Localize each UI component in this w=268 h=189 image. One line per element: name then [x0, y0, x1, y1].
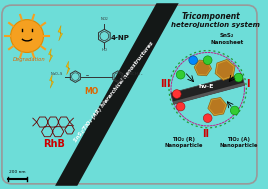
Circle shape [176, 102, 185, 111]
Circle shape [176, 70, 185, 79]
Polygon shape [217, 61, 233, 79]
Text: TiO₂ (R)
Nanoparticle: TiO₂ (R) Nanoparticle [164, 137, 203, 148]
Polygon shape [209, 99, 225, 114]
Text: II: II [202, 129, 209, 139]
Polygon shape [58, 26, 63, 41]
Text: MO: MO [85, 87, 99, 96]
Text: SnS₂/TiO₂ (AR) hierarchical nanostructures: SnS₂/TiO₂ (AR) hierarchical nanostructur… [73, 41, 155, 143]
Text: Degradation: Degradation [13, 57, 45, 62]
Polygon shape [171, 74, 245, 104]
Polygon shape [215, 59, 235, 80]
Text: TiO₂ (A)
Nanoparticle: TiO₂ (A) Nanoparticle [219, 137, 258, 148]
Text: HO: HO [101, 48, 107, 52]
Polygon shape [195, 61, 210, 75]
Text: 4-NP: 4-NP [110, 35, 129, 41]
Polygon shape [194, 60, 211, 76]
Circle shape [203, 56, 212, 65]
Polygon shape [55, 3, 179, 186]
Text: hν·E: hν·E [198, 84, 213, 89]
Text: RhB: RhB [43, 139, 65, 149]
Text: SnS₂
Nanosheet: SnS₂ Nanosheet [210, 33, 244, 45]
Polygon shape [50, 75, 54, 88]
Polygon shape [208, 98, 227, 116]
Circle shape [230, 106, 239, 115]
Polygon shape [66, 61, 70, 75]
Text: III: III [160, 79, 170, 89]
Circle shape [172, 90, 181, 98]
Text: N(CH$_3$)$_2$: N(CH$_3$)$_2$ [128, 71, 144, 78]
FancyBboxPatch shape [2, 5, 257, 184]
Circle shape [189, 56, 198, 65]
Circle shape [11, 20, 43, 53]
Polygon shape [49, 49, 53, 62]
Circle shape [234, 73, 243, 82]
Text: NaO$_3$S: NaO$_3$S [50, 71, 63, 78]
Text: 200 nm: 200 nm [9, 170, 26, 174]
Text: Tricomponent: Tricomponent [181, 12, 240, 21]
Circle shape [203, 114, 212, 122]
Text: NO$_2$: NO$_2$ [100, 15, 109, 22]
Text: I: I [247, 79, 250, 89]
Text: heterojunction system: heterojunction system [171, 22, 260, 29]
Polygon shape [173, 82, 245, 104]
